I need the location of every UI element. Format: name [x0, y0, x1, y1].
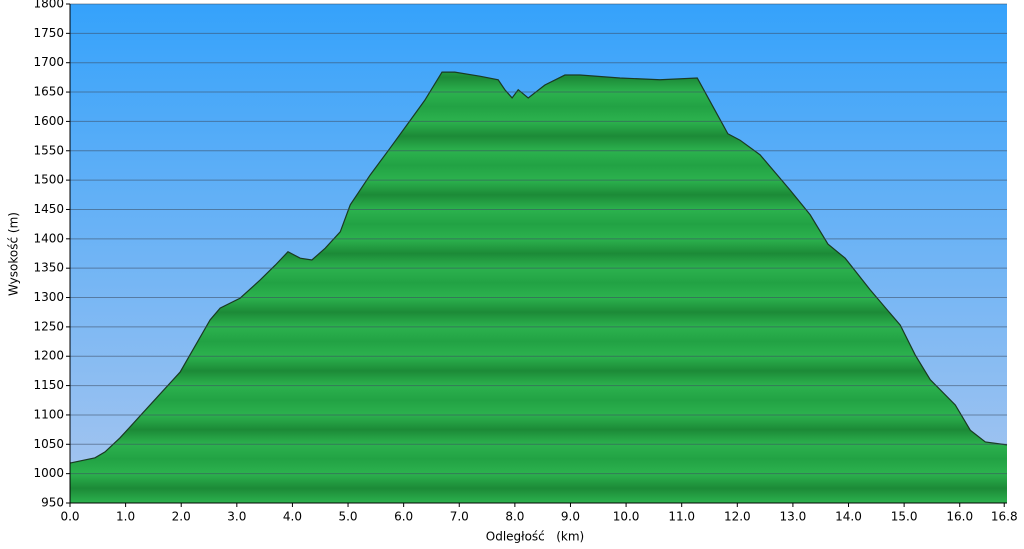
y-tick-label: 1700 [33, 55, 64, 69]
y-tick-label: 1350 [33, 261, 64, 275]
x-tick-label: 4.0 [283, 510, 302, 524]
y-tick-label: 1300 [33, 290, 64, 304]
y-tick-label: 1500 [33, 173, 64, 187]
y-tick-label: 1750 [33, 26, 64, 40]
x-tick-label: 2.0 [172, 510, 191, 524]
y-tick-label: 1600 [33, 114, 64, 128]
x-tick-label: 11.0 [668, 510, 695, 524]
x-tick-label: 15.0 [891, 510, 918, 524]
y-tick-label: 1800 [33, 0, 64, 11]
x-tick-label: 16.0 [946, 510, 973, 524]
x-tick-label: 16.8 [991, 510, 1018, 524]
x-tick-label: 9.0 [561, 510, 580, 524]
y-tick-label: 1200 [33, 349, 64, 363]
x-tick-label: 14.0 [835, 510, 862, 524]
x-tick-label: 8.0 [505, 510, 524, 524]
y-tick-label: 1250 [33, 319, 64, 333]
y-tick-label: 1450 [33, 202, 64, 216]
x-tick-label: 5.0 [338, 510, 357, 524]
x-axis-label: Odległość (km) [486, 530, 584, 544]
x-tick-label: 3.0 [227, 510, 246, 524]
y-tick-label: 1400 [33, 231, 64, 245]
y-tick-label: 1150 [33, 378, 64, 392]
y-tick-label: 1550 [33, 143, 64, 157]
elevation-line [69, 71, 1008, 464]
y-tick-label: 1650 [33, 85, 64, 99]
x-tick-label: 6.0 [394, 510, 413, 524]
y-tick-label: 950 [41, 496, 64, 510]
x-tick-label: 1.0 [116, 510, 135, 524]
x-tick-label: 13.0 [780, 510, 807, 524]
y-axis-label: Wysokość (m) [7, 212, 21, 296]
x-tick-label: 7.0 [450, 510, 469, 524]
x-tick-label: 12.0 [724, 510, 751, 524]
x-tick-label: 10.0 [613, 510, 640, 524]
x-tick-label: 0.0 [60, 510, 79, 524]
y-tick-label: 1050 [33, 437, 64, 451]
y-tick-label: 1100 [33, 407, 64, 421]
y-tick-label: 1000 [33, 466, 64, 480]
